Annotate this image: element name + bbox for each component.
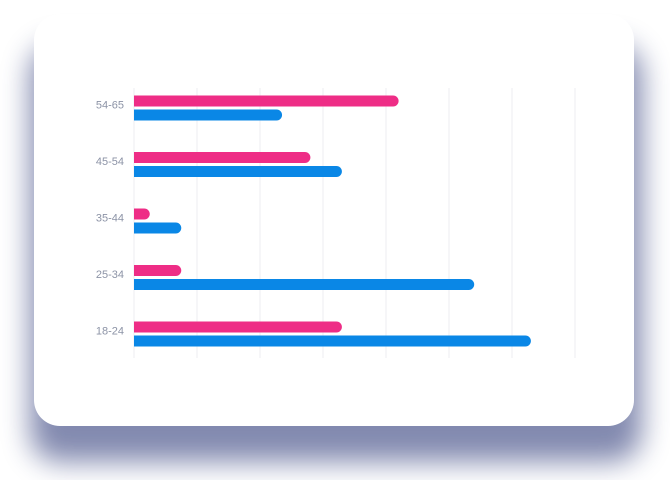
- gridlines: [133, 88, 576, 358]
- bar-35-44-series-1-base: [134, 208, 140, 220]
- bar-18-24-series-2: [134, 335, 531, 347]
- bar-54-65-series-1: [134, 95, 399, 107]
- bar-25-34-series-1-base: [134, 265, 140, 276]
- bar-54-65-series-1-base: [134, 95, 140, 107]
- bars: [134, 95, 531, 347]
- bar-25-34-series-1: [134, 265, 182, 276]
- bar-18-24-series-1-base: [134, 321, 140, 333]
- bar-54-65-series-2-base: [134, 109, 140, 121]
- bar-35-44-series-2: [134, 222, 182, 234]
- bar-45-54-series-1-base: [134, 152, 140, 163]
- bar-18-24-series-1: [134, 321, 342, 333]
- tick-label-18-24: 18-24: [96, 326, 124, 338]
- bar-25-34-series-2-base: [134, 279, 140, 290]
- bar-45-54-series-2-base: [134, 166, 140, 177]
- bar-35-44-series-2-base: [134, 222, 140, 234]
- bar-54-65-series-2: [134, 109, 283, 121]
- tick-label-35-44: 35-44: [96, 213, 124, 225]
- bar-45-54-series-2: [134, 166, 342, 177]
- tick-label-54-65: 54-65: [96, 100, 124, 112]
- bar-18-24-series-2-base: [134, 335, 140, 347]
- tick-label-45-54: 45-54: [96, 156, 124, 168]
- category-labels: 18-24 25-34 35-44 45-54 54-65: [96, 100, 124, 338]
- tick-label-25-34: 25-34: [96, 269, 124, 281]
- bar-25-34-series-2: [134, 279, 475, 290]
- bar-45-54-series-1: [134, 152, 311, 163]
